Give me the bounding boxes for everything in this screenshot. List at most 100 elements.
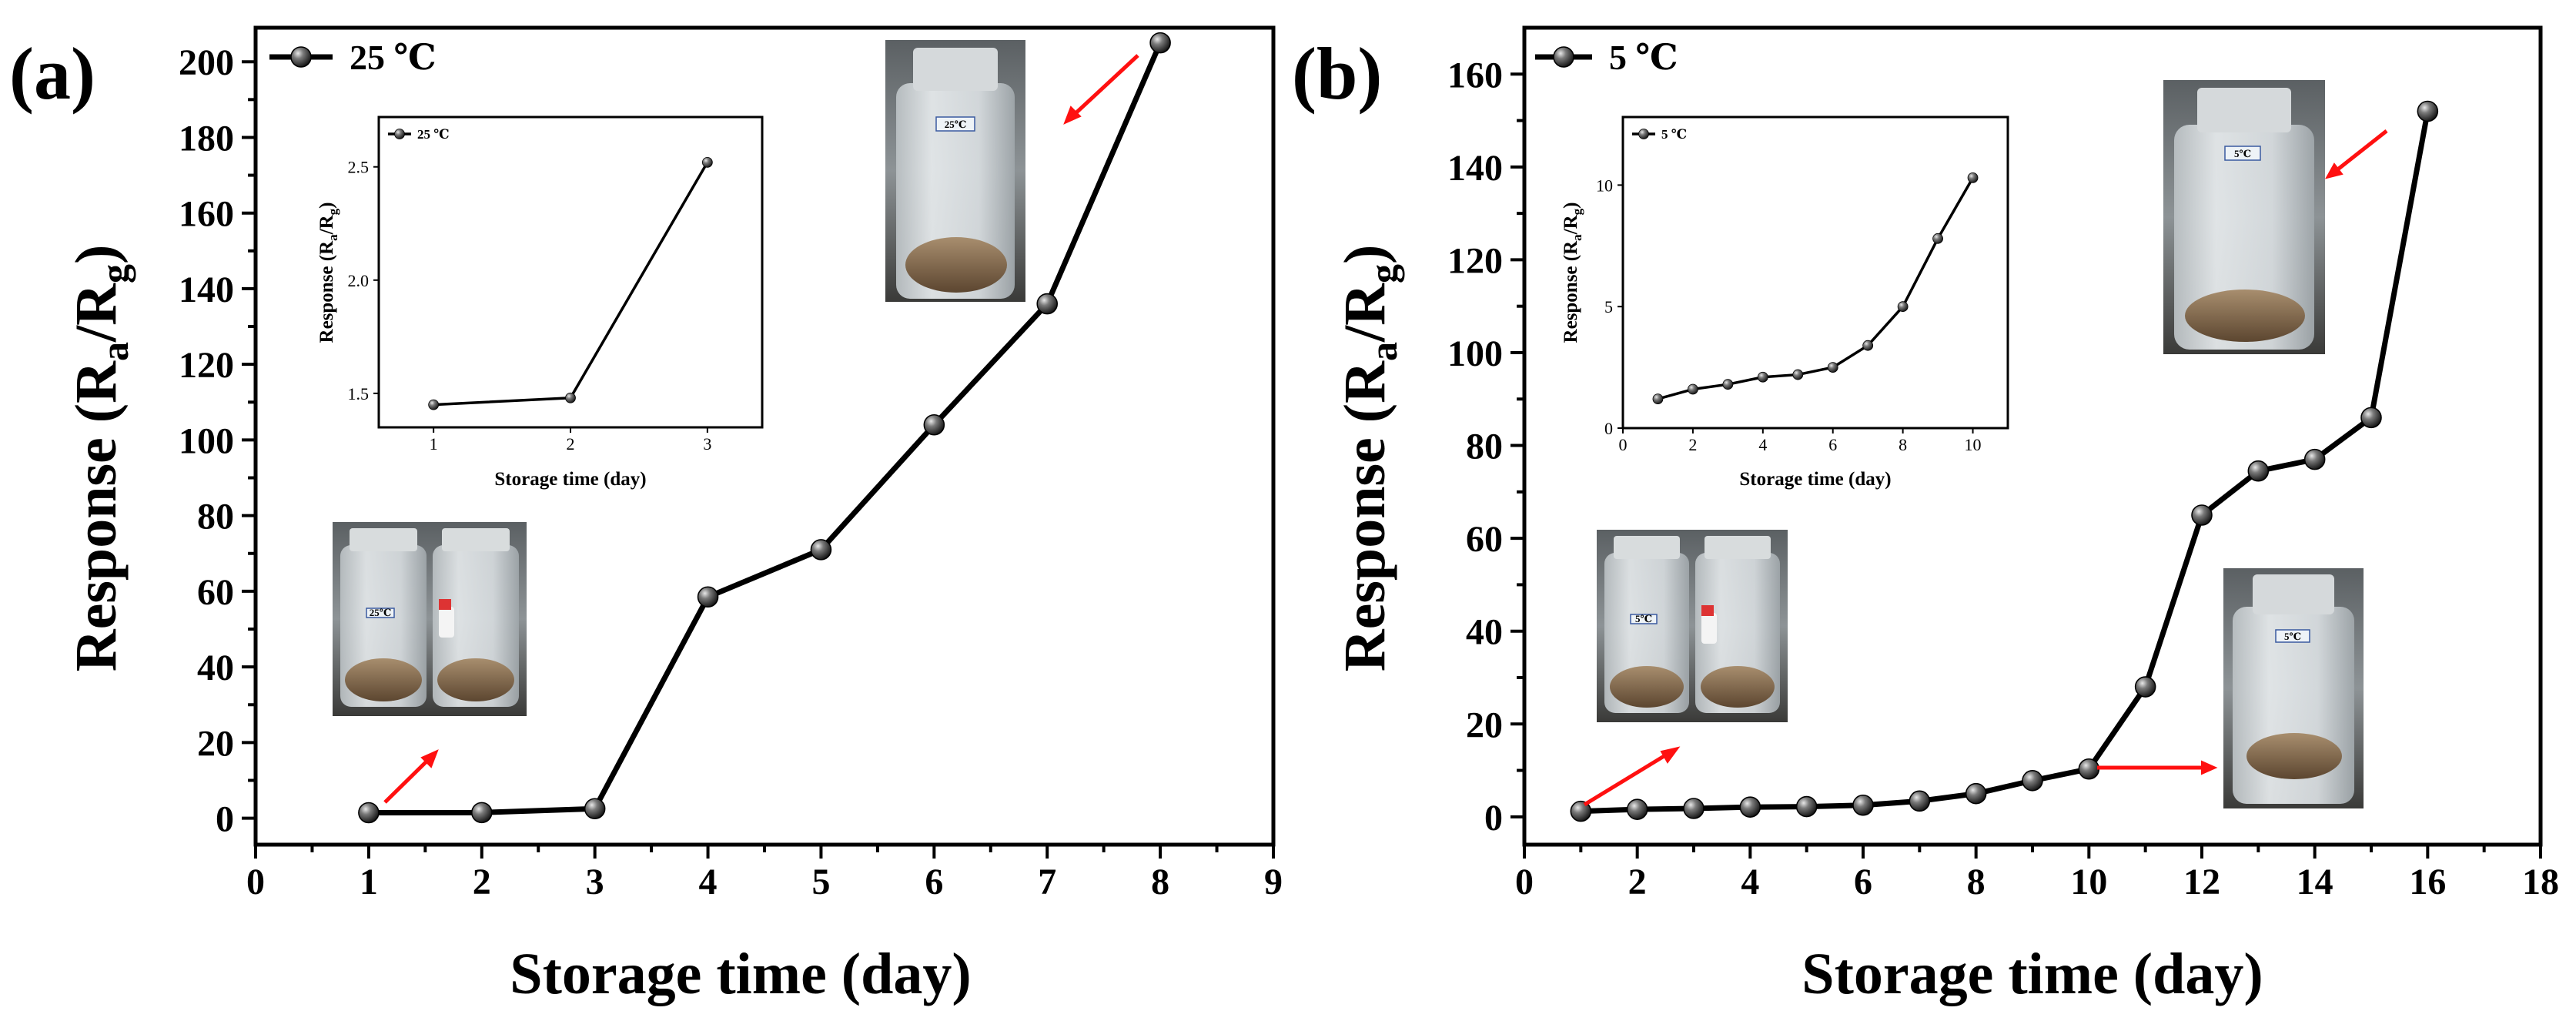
panel-b-ytick-label: 80 xyxy=(1466,427,1503,467)
panel-a-ytick-label: 100 xyxy=(179,420,234,461)
panel-a-ylabel: Response (R xyxy=(64,360,129,671)
panel-a-legend-marker xyxy=(290,46,312,68)
panel-b-data-point xyxy=(1626,798,1648,820)
panel-b-inset-axes-frame xyxy=(1621,115,2009,430)
panel-a-xtick-label: 4 xyxy=(699,862,718,902)
panel-b-data-point xyxy=(1965,782,1987,805)
panel-a-legend-label: 25 ℃ xyxy=(350,38,437,77)
panel-b-inset-data-point xyxy=(1932,233,1943,244)
panel-b-arrow-end xyxy=(2325,129,2388,179)
panel-b-inset-data-point xyxy=(1827,362,1838,373)
panel-a-photo-label-1: 25℃ xyxy=(370,607,392,618)
panel-b-inset-legend-marker xyxy=(1638,129,1649,139)
panel-b-xlabel: Storage time (day) xyxy=(1802,942,2263,1006)
panel-a-xtick-label: 6 xyxy=(925,862,943,902)
panel-b-ytick-label: 140 xyxy=(1447,148,1503,189)
svg-text:Response (Ra/Rg): Response (Ra/Rg) xyxy=(1561,203,1584,343)
panel-a-inset-xtick-label: 2 xyxy=(567,434,575,454)
panel-b-ytick-label: 120 xyxy=(1447,240,1503,281)
panel-a-inset: 1 2 3 1.5 2.0 2.5 25 ℃ Response (Ra/Rg) Storag… xyxy=(316,115,764,490)
panel-b-data-point xyxy=(2247,460,2270,482)
panel-b-photo-final: 5℃ xyxy=(2163,80,2325,354)
panel-a-inset-ytick-label: 1.5 xyxy=(348,384,370,403)
svg-text:Response (Ra/Rg): Response (Ra/Rg) xyxy=(1333,245,1405,672)
panel-a-xtick-label: 5 xyxy=(811,862,830,902)
panel-b-inset-data-point xyxy=(1897,301,1909,313)
panel-a-data-point xyxy=(584,798,606,820)
panel-b-xtick-label: 10 xyxy=(2070,862,2107,902)
panel-b-inset-data-point xyxy=(1688,383,1698,395)
panel-b-inset-ytick-label: 0 xyxy=(1604,419,1613,438)
panel-b-inset-plot: 0 2 4 6 8 10 0 5 10 5 ℃ xyxy=(1596,115,2009,454)
panel-b-data-point xyxy=(1683,798,1705,819)
panel-b-xtick-label: 12 xyxy=(2183,862,2220,902)
panel-a-inset-legend-marker xyxy=(394,129,405,139)
panel-a-ytick-label: 20 xyxy=(197,723,234,764)
panel-b-xtick-label: 4 xyxy=(1741,862,1759,902)
panel-a-data-point xyxy=(810,539,832,561)
panel-b-inset-data-point xyxy=(1757,371,1768,383)
panel-b-data-point xyxy=(1739,796,1761,818)
panel-b-inset-ytick-label: 5 xyxy=(1604,297,1613,316)
panel-b-inset-xtick-label: 10 xyxy=(1965,435,1982,454)
panel-label-b: (b) xyxy=(1292,32,1382,115)
panel-b-photo-middle: 5℃ xyxy=(2223,568,2364,808)
panel-b-inset-data-point xyxy=(1967,172,1979,183)
panel-b-data-point xyxy=(2078,758,2100,780)
panel-b-inset-data-point xyxy=(1862,340,1874,351)
panel-a-ytick-label: 160 xyxy=(179,194,234,235)
panel-b-photo-label-2: 5℃ xyxy=(2234,148,2251,159)
panel-a-ytick-label: 200 xyxy=(179,42,234,83)
panel-b-inset-xtick-label: 8 xyxy=(1899,435,1907,454)
panel-a-xlabel: Storage time (day) xyxy=(510,942,971,1006)
panel-b-inset-data-point xyxy=(1792,369,1804,380)
panel-a-ytick-label: 180 xyxy=(179,118,234,159)
panel-a-data-point xyxy=(358,802,380,824)
panel-b-xtick-label: 2 xyxy=(1628,862,1647,902)
panel-a-xtick-label: 2 xyxy=(473,862,491,902)
panel-a-inset-data-point xyxy=(428,399,440,410)
panel-a-photo-label-2: 25℃ xyxy=(945,119,967,130)
panel-a-inset-ytick-label: 2.0 xyxy=(348,271,370,290)
panel-b-xtick-label: 14 xyxy=(2297,862,2333,902)
panel-a-inset-xlabel: Storage time (day) xyxy=(494,469,646,490)
panel-a-xtick-label: 3 xyxy=(586,862,604,902)
panel-a-xtick-label: 9 xyxy=(1264,862,1283,902)
panel-b-inset-data-point xyxy=(1652,393,1664,405)
panel-a-inset-data-point xyxy=(565,392,576,403)
panel-a-photo-final: 25℃ xyxy=(885,40,1025,302)
panel-a-series-line xyxy=(368,42,1163,815)
panel-b-data-point xyxy=(1795,795,1818,818)
panel-b-xtick-label: 8 xyxy=(1967,862,1986,902)
panel-b-arrow-start xyxy=(1583,746,1681,807)
panel-a-data-point xyxy=(1036,293,1059,315)
svg-text:Response (Ra/Rg): Response (Ra/Rg) xyxy=(316,203,340,343)
panel-b-data-point xyxy=(2134,676,2156,698)
panel-b-series-line xyxy=(1581,110,2430,815)
panel-b-ytick-label: 60 xyxy=(1466,519,1503,560)
panel-b-data-point xyxy=(2360,407,2382,429)
panel-a-data-point xyxy=(1149,32,1171,54)
panel-a-inset-ylabel: Response (Ra/Rg) xyxy=(316,203,340,343)
panel-b-data-point xyxy=(1852,794,1874,816)
panel-b-inset-ytick-label: 10 xyxy=(1596,176,1613,195)
panel-a-photo-initial: 25℃ xyxy=(333,522,527,716)
panel-a-inset-xtick-label: 3 xyxy=(703,434,711,454)
panel-a-plot: 0 1 2 3 4 5 6 7 8 9 0 20 40 60 80 100 120 140 160 180 200 25 … xyxy=(179,25,1283,902)
panel-b-legend-marker xyxy=(1553,46,1574,68)
panel-b-inset: 0 2 4 6 8 10 0 5 10 5 ℃ Response (Ra/Rg) Storage … xyxy=(1561,115,2009,490)
panel-a-ytick-label: 120 xyxy=(179,345,234,386)
panel-b-inset-xlabel: Storage time (day) xyxy=(1739,469,1891,490)
panel-b-xtick-label: 18 xyxy=(2522,862,2559,902)
panel-b-data-point xyxy=(2303,448,2326,470)
panel-a-ytick-label: 80 xyxy=(197,497,234,537)
panel-a-ytick-label: 140 xyxy=(179,269,234,310)
panel-b-inset-data-point xyxy=(1722,379,1734,390)
panel-b-ytick-label: 20 xyxy=(1466,705,1503,745)
panel-b-ytick-label: 0 xyxy=(1484,798,1503,839)
panel-a-inset-legend-label: 25 ℃ xyxy=(417,127,450,142)
panel-b-arrow-middle xyxy=(2097,760,2218,775)
panel-b-inset-xtick-label: 6 xyxy=(1828,435,1837,454)
panel-b: (b) Response (Ra/Rg) Storage time (day) … xyxy=(1292,25,2559,1006)
panel-a-inset-data-point xyxy=(701,156,713,168)
